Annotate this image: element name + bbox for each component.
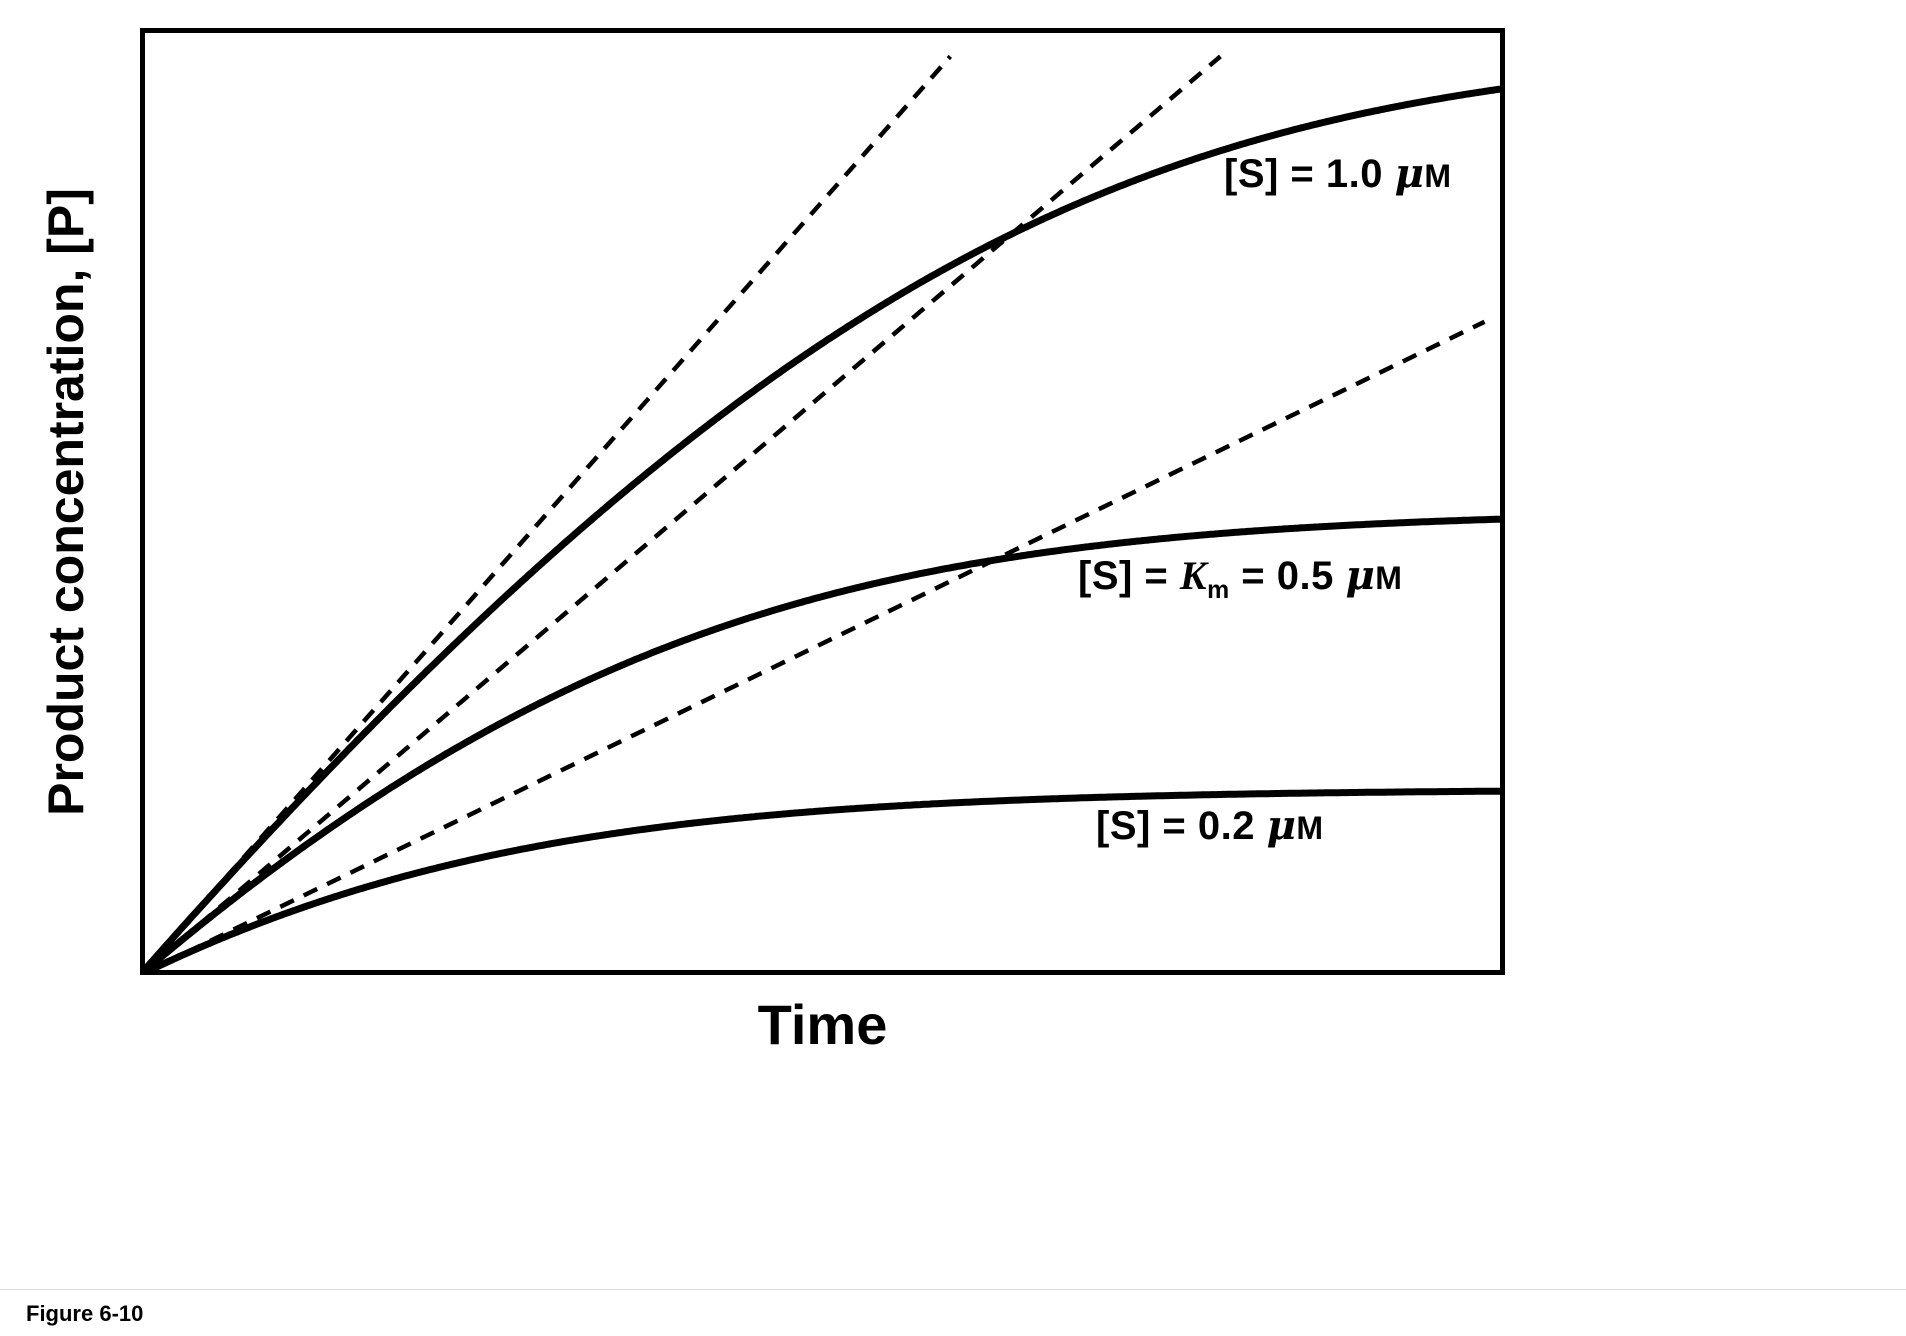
progress-curve-2 (140, 515, 1505, 975)
figure-caption: Figure 6-10 (26, 1301, 144, 1326)
plot-svg (140, 28, 1505, 975)
progress-curve-3 (140, 787, 1505, 975)
x-axis-label: Time (757, 993, 888, 1056)
molar-unit: M (1296, 810, 1324, 846)
tangent-line-1 (140, 54, 952, 975)
y-axis-label-text: Product concentration, [P] (38, 187, 94, 816)
tangent-line-3 (140, 319, 1486, 975)
progress-curve-1 (140, 84, 1505, 975)
mu-symbol: μ (1394, 150, 1425, 197)
curve-label-km: [S] = Km = 0.5 μM (1078, 552, 1402, 605)
caption-divider (0, 1289, 1906, 1290)
km-subscript: m (1207, 577, 1230, 604)
curve-label-km-text: [S] = (1078, 554, 1180, 598)
km-variable: K (1179, 553, 1208, 598)
curve-label-km-value: = 0.5 (1229, 554, 1346, 598)
plot-frame (140, 28, 1505, 975)
curve-label-s3-text: [S] = 0.2 (1096, 804, 1267, 848)
curve-label-s3: [S] = 0.2 μM (1096, 802, 1324, 849)
mu-symbol: μ (1345, 552, 1376, 599)
curve-label-s1: [S] = 1.0 μM (1224, 150, 1452, 197)
y-axis-label: Product concentration, [P] (0, 28, 132, 975)
curve-label-s1-text: [S] = 1.0 (1224, 152, 1395, 196)
molar-unit: M (1375, 560, 1403, 596)
molar-unit: M (1424, 158, 1452, 194)
mu-symbol: μ (1266, 802, 1297, 849)
tangent-line-2 (140, 54, 1222, 975)
